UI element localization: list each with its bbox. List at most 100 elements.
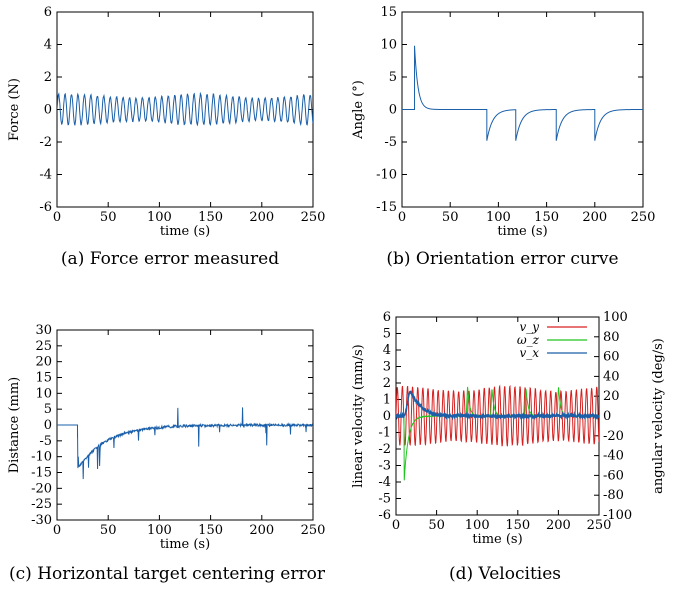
x-tick-label: 50 — [100, 210, 117, 225]
y-tick-label: 5 — [44, 402, 52, 417]
y-tick-label: 4 — [383, 343, 391, 358]
y-tick-label: 10 — [380, 38, 397, 53]
y-tick-label: 2 — [44, 70, 52, 85]
y2-tick-label: -60 — [603, 468, 624, 483]
x-tick-label: 150 — [534, 210, 559, 225]
y-tick-label: 1 — [383, 393, 391, 408]
x-tick-label: 100 — [147, 523, 172, 538]
y-tick-label: 5 — [389, 70, 397, 85]
y-tick-label: 3 — [383, 360, 391, 375]
y-tick-label: -5 — [39, 434, 52, 449]
y-tick-label: 30 — [35, 323, 52, 338]
x-tick-label: 150 — [505, 518, 530, 533]
y2-axis-label: angular velocity (deg/s) — [651, 338, 666, 494]
y-tick-label: -2 — [378, 442, 391, 457]
x-tick-label: 250 — [631, 210, 656, 225]
x-tick-label: 200 — [582, 210, 607, 225]
y-tick-label: 2 — [383, 376, 391, 391]
y-tick-label: -10 — [31, 450, 52, 465]
caption-d: (d) Velocities — [448, 564, 561, 584]
caption-c: (c) Horizontal target centering error — [9, 564, 325, 584]
y-tick-label: -4 — [39, 168, 52, 183]
y2-tick-label: 80 — [603, 330, 620, 345]
y-tick-label: -2 — [39, 135, 52, 150]
y-tick-label: -15 — [376, 200, 397, 215]
y-tick-label: 15 — [380, 5, 397, 20]
y-tick-label: 25 — [35, 339, 52, 354]
y-tick-label: -30 — [31, 513, 52, 528]
chart-c: 0 50 100 150 200 250-30-25-20-15-10-505101520… — [7, 323, 326, 552]
y-axis-label: Force (N) — [7, 78, 22, 141]
y2-tick-label: 60 — [603, 350, 620, 365]
chart-a: 0 50 100 150 200 250 -6 -4 -2 0 2 4 6 time (s) Force (… — [7, 5, 326, 239]
y-tick-label: 0 — [44, 418, 52, 433]
x-tick-label: 0 — [392, 518, 400, 533]
y-tick-label: -5 — [378, 492, 391, 507]
x-axis-label: time (s) — [497, 224, 547, 239]
x-tick-label: 50 — [442, 210, 459, 225]
y2-tick-label: -80 — [603, 488, 624, 503]
chart-b: 0 50 100 150 200 250 -15 -10 -5 0 5 10 15 time (s) Ang… — [351, 5, 656, 239]
x-tick-label: 150 — [198, 523, 223, 538]
y-tick-label: 6 — [383, 310, 391, 325]
y2-tick-label: -40 — [603, 449, 624, 464]
series-line — [57, 91, 313, 127]
x-tick-label: 100 — [465, 518, 490, 533]
chart-d: 0 50 100 150 200 250-6-5-4-3-2-10123456-100-8… — [351, 310, 666, 547]
x-tick-label: 150 — [198, 210, 223, 225]
x-tick-label: 100 — [147, 210, 172, 225]
legend-label: v_x — [519, 346, 539, 360]
series-line-vx — [396, 390, 599, 421]
y-tick-label: -1 — [378, 426, 391, 441]
y-tick-label: 5 — [383, 327, 391, 342]
x-tick-label: 50 — [428, 518, 445, 533]
caption-a: (a) Force error measured — [60, 249, 280, 269]
y-tick-label: -3 — [378, 459, 391, 474]
x-tick-label: 50 — [100, 523, 117, 538]
series-line — [57, 407, 313, 480]
y2-tick-label: 20 — [603, 389, 620, 404]
caption-b: (b) Orientation error curve — [386, 249, 619, 269]
x-tick-label: 250 — [301, 210, 326, 225]
y-tick-label: 0 — [44, 103, 52, 118]
y-tick-label: -5 — [384, 135, 397, 150]
x-tick-label: 100 — [486, 210, 511, 225]
y2-tick-label: -100 — [603, 508, 632, 523]
y-tick-label: -15 — [31, 466, 52, 481]
y-tick-label: 0 — [389, 103, 397, 118]
x-tick-label: 0 — [398, 210, 406, 225]
legend-label: v_y — [519, 320, 539, 334]
x-axis-label: time (s) — [472, 532, 522, 547]
y-tick-label: -20 — [31, 481, 52, 496]
x-axis-label: time (s) — [160, 537, 210, 552]
x-tick-label: 250 — [587, 518, 612, 533]
series-line-vy — [396, 384, 599, 447]
legend-label: ω_z — [517, 333, 540, 347]
y2-tick-label: 0 — [603, 409, 611, 424]
x-tick-label: 200 — [249, 210, 274, 225]
y-tick-label: -25 — [31, 497, 52, 512]
y-tick-label: -6 — [378, 508, 391, 523]
y2-tick-label: -20 — [603, 429, 624, 444]
y-tick-label: 4 — [44, 38, 52, 53]
y-tick-label: -6 — [39, 200, 52, 215]
y-tick-label: -4 — [378, 475, 391, 490]
y-axis-label: Angle (°) — [351, 80, 366, 140]
series-line — [402, 45, 643, 141]
y-tick-label: 6 — [44, 5, 52, 20]
y2-tick-label: 100 — [603, 310, 628, 325]
x-tick-label: 200 — [546, 518, 571, 533]
y-tick-label: 10 — [35, 386, 52, 401]
y2-tick-label: 40 — [603, 369, 620, 384]
x-tick-label: 250 — [301, 523, 326, 538]
y-axis-label: linear velocity (mm/s) — [351, 344, 366, 488]
y-tick-label: -10 — [376, 168, 397, 183]
y-tick-label: 20 — [35, 355, 52, 370]
x-tick-label: 200 — [249, 523, 274, 538]
x-tick-label: 0 — [53, 523, 61, 538]
y-axis-label: Distance (mm) — [7, 377, 22, 474]
x-axis-label: time (s) — [160, 224, 210, 239]
y-tick-label: 0 — [383, 409, 391, 424]
x-tick-label: 0 — [53, 210, 61, 225]
y-tick-label: 15 — [35, 371, 52, 386]
